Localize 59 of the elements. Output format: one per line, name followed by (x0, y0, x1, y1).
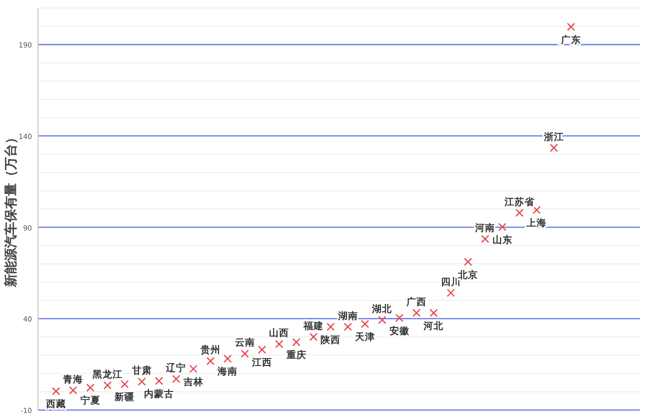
point (464, 258, 472, 266)
x-tick-label: 西藏 (45, 398, 66, 410)
x-tick-label: 海南 (216, 366, 238, 378)
point (395, 314, 404, 322)
x-tick-label: 黑龙江 (92, 368, 122, 380)
x-tick-label: 陕西 (320, 334, 341, 346)
point (360, 320, 370, 328)
point (206, 356, 215, 366)
point (138, 378, 146, 386)
point (275, 340, 284, 348)
x-tick-label: 山西 (269, 327, 290, 340)
point (224, 354, 232, 363)
x-tick-label: 江苏省 (504, 196, 536, 208)
point (532, 206, 541, 214)
x-tick-label: 贵州 (200, 344, 220, 356)
x-tick-label: 江西 (251, 356, 272, 369)
x-tick-label: 新疆 (114, 391, 135, 404)
point (189, 364, 198, 373)
point (378, 316, 386, 324)
x-tick-label: 吉林 (182, 376, 204, 388)
point (292, 338, 300, 346)
point (154, 376, 164, 386)
point (446, 288, 455, 297)
x-tick-label: 宁夏 (80, 394, 100, 407)
x-tick-label: 河北 (422, 320, 445, 332)
x-tick-label: 甘肃 (130, 364, 152, 377)
point (86, 384, 94, 392)
x-tick-label: 福建 (302, 320, 324, 332)
point (412, 308, 421, 318)
point (550, 144, 558, 152)
x-tick-label: 天津 (354, 330, 375, 343)
y-axis-title: 新能源汽车保有量（万台） (3, 131, 19, 288)
point (103, 381, 112, 390)
point (481, 234, 490, 244)
x-tick-label: 广东 (560, 34, 581, 46)
x-tick-label: 安徽 (389, 324, 410, 337)
x-tick-label: 北京 (457, 268, 478, 281)
x-tick-label: 广西 (406, 296, 426, 308)
point (69, 386, 78, 394)
x-tick-label: 辽宁 (165, 362, 186, 374)
point (326, 322, 335, 331)
point (52, 387, 60, 396)
point (258, 346, 266, 354)
point (566, 22, 576, 31)
point (120, 380, 129, 388)
point (344, 322, 352, 331)
point (172, 374, 180, 384)
point (430, 308, 438, 318)
point (309, 332, 318, 342)
x-tick-label: 湖北 (371, 302, 394, 315)
x-tick-label: 上海 (526, 216, 547, 229)
point (515, 208, 524, 217)
x-tick-label: 内蒙古 (144, 388, 174, 400)
x-tick-label: 青海 (62, 373, 84, 386)
point (240, 350, 249, 358)
x-tick-label: 山东 (492, 234, 512, 246)
x-tick-label: 云南 (234, 336, 255, 349)
x-tick-label: 重庆 (285, 349, 306, 362)
point (498, 222, 506, 232)
